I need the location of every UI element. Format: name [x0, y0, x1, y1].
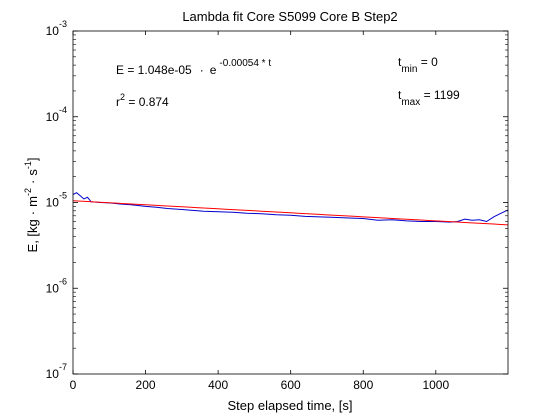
y-ticks: 10-7 10-6 10-5 10-4 10-3 [46, 19, 508, 381]
fit-series-line [72, 200, 509, 226]
data-lines [72, 192, 509, 226]
x-tick-label: 0 [70, 378, 77, 392]
y-tick-label: 10-7 [46, 362, 67, 381]
x-ticks: 0 200 400 600 800 1000 [70, 31, 449, 392]
y-tick-label: 10-5 [46, 191, 67, 210]
tmax-label: tmax = 1199 [398, 88, 460, 108]
chart-title: Lambda fit Core S5099 Core B Step2 [182, 9, 397, 24]
r-squared-label: r2 = 0.874 [116, 92, 169, 109]
x-tick-label: 800 [353, 378, 373, 392]
x-tick-label: 200 [136, 378, 156, 392]
x-tick-label: 1000 [422, 378, 449, 392]
x-axis-label: Step elapsed time, [s] [227, 398, 352, 413]
fit-equation: E = 1.048e-05 · e -0.00054 * t [116, 58, 271, 77]
x-tick-label: 600 [281, 378, 301, 392]
y-axis-label: E, [kg·m-2·s-1] [23, 158, 40, 253]
plot-area [73, 31, 508, 374]
y-tick-label: 10-4 [46, 105, 67, 124]
y-tick-label: 10-3 [46, 19, 67, 38]
x-tick-label: 400 [208, 378, 228, 392]
tmin-label: tmin = 0 [398, 55, 438, 75]
y-tick-label: 10-6 [46, 276, 67, 295]
